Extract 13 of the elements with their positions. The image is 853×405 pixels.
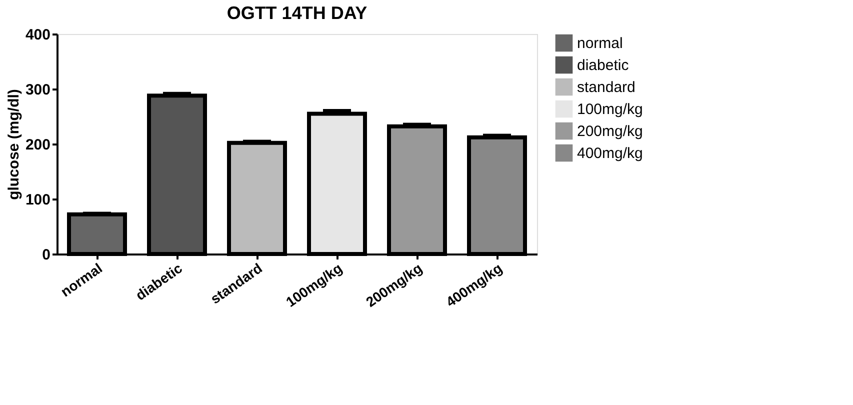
legend-label: 400mg/kg [577,145,643,162]
y-tick-label: 100 [25,192,50,208]
legend-label: 100mg/kg [577,101,643,118]
legend-label: normal [577,35,623,52]
legend-label: diabetic [577,57,630,74]
y-tick-label: 0 [42,246,50,264]
legend-label: standard [577,79,636,96]
legend-label: 200mg/kg [577,123,643,140]
y-tick-label: 300 [25,82,50,98]
y-tick-label: 400 [25,26,50,44]
y-tick-label: 200 [25,136,50,154]
y-axis-title: glucose (mg/dl) [5,89,22,200]
chart-title: OGTT 14TH DAY [226,3,368,23]
